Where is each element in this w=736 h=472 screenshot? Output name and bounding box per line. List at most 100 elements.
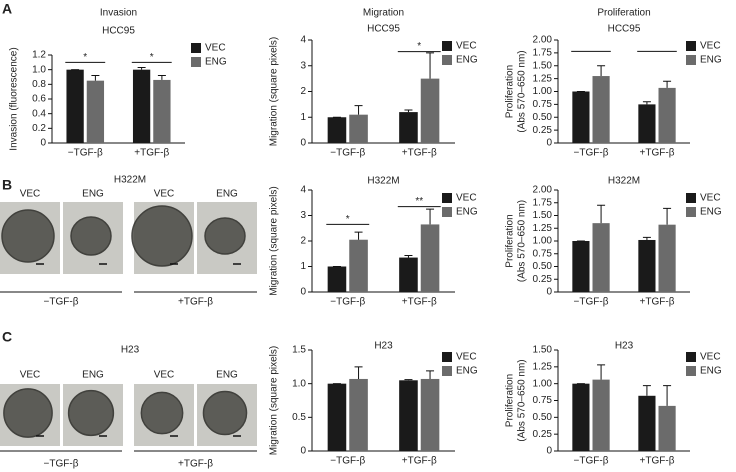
y-tick-label: 0.4 xyxy=(32,108,46,119)
legend-label: ENG xyxy=(456,55,478,66)
chart-title: Invasion xyxy=(100,8,137,19)
x-tick-label: +TGF-β xyxy=(402,148,437,159)
legend-swatch xyxy=(191,57,201,67)
y-tick-label: 1 xyxy=(300,112,306,123)
y-axis-label: Proliferation xyxy=(505,214,516,267)
image-label: VEC xyxy=(154,370,175,381)
legend-label: VEC xyxy=(456,193,477,204)
y-tick-label: 4 xyxy=(300,35,306,46)
y-tick-label: 0.50 xyxy=(533,412,553,423)
legend-label: VEC xyxy=(700,193,721,204)
y-tick-label: 1.75 xyxy=(533,197,553,208)
legend-label: ENG xyxy=(205,57,227,68)
y-tick-label: 1.75 xyxy=(533,48,553,59)
legend-label: VEC xyxy=(456,352,477,363)
spheroid xyxy=(70,216,112,256)
image-label: VEC xyxy=(20,189,41,200)
error-bar xyxy=(404,109,413,113)
bar xyxy=(638,239,656,292)
y-axis-label: (Abs 570–650 nm) xyxy=(517,359,528,441)
bar xyxy=(572,91,590,143)
y-tick-label: 0.2 xyxy=(32,123,46,134)
image-panel-title: H23 xyxy=(121,345,140,356)
bar xyxy=(349,239,368,292)
y-tick-label: 0.6 xyxy=(32,94,46,105)
y-tick-label: 0.25 xyxy=(533,274,553,285)
y-tick-label: 1.50 xyxy=(533,210,553,221)
bar xyxy=(399,380,418,451)
chart-title: H322M xyxy=(608,176,640,187)
bar xyxy=(572,241,590,292)
y-tick-label: 0 xyxy=(300,138,306,149)
y-tick-label: 0.75 xyxy=(533,248,553,259)
legend-label: VEC xyxy=(700,352,721,363)
significance-label: * xyxy=(83,52,87,63)
group-label: −TGF-β xyxy=(44,459,79,470)
spheroid xyxy=(131,205,193,267)
bar xyxy=(658,224,676,292)
legend-swatch xyxy=(686,55,696,65)
y-axis-label: Invasion (fluorescence) xyxy=(9,47,20,150)
error-bar xyxy=(597,364,606,380)
y-tick-label: 1.25 xyxy=(533,361,553,372)
significance-label: * xyxy=(417,41,421,52)
error-bar xyxy=(597,65,606,77)
legend-swatch xyxy=(442,207,452,217)
spheroid xyxy=(67,389,115,437)
legend-label: VEC xyxy=(205,43,226,54)
error-bar xyxy=(663,207,672,225)
chart-title: H23 xyxy=(374,341,393,352)
x-tick-label: −TGF-β xyxy=(330,148,365,159)
bar xyxy=(592,223,610,292)
legend-swatch xyxy=(442,55,452,65)
legend-label: ENG xyxy=(700,207,722,218)
error-bar xyxy=(426,208,435,225)
spheroid xyxy=(3,388,53,438)
y-tick-label: 0.25 xyxy=(533,429,553,440)
spheroid xyxy=(140,391,184,435)
y-tick-label: 1.00 xyxy=(533,236,553,247)
y-axis-label: (Abs 570–650 nm) xyxy=(517,50,528,132)
panel-label: A xyxy=(2,1,12,17)
x-tick-label: +TGF-β xyxy=(640,456,675,467)
image-label: ENG xyxy=(216,370,238,381)
legend-label: ENG xyxy=(700,55,722,66)
y-tick-label: 1.00 xyxy=(533,86,553,97)
error-bar xyxy=(354,231,363,240)
group-label: +TGF-β xyxy=(178,297,213,308)
error-bar xyxy=(157,75,166,80)
legend-label: ENG xyxy=(456,366,478,377)
y-tick-label: 0 xyxy=(546,446,552,457)
x-tick-label: +TGF-β xyxy=(402,297,437,308)
legend-swatch xyxy=(191,43,201,53)
spheroid xyxy=(204,217,246,255)
error-bar xyxy=(597,204,606,224)
error-bar xyxy=(663,385,672,406)
legend-swatch xyxy=(442,366,452,376)
legend-swatch xyxy=(686,352,696,362)
y-tick-label: 1.50 xyxy=(533,345,553,356)
legend-swatch xyxy=(686,193,696,203)
error-bar xyxy=(354,105,363,115)
bar xyxy=(420,78,440,143)
chart-subtitle: HCC95 xyxy=(367,24,400,35)
bar xyxy=(327,117,347,143)
y-tick-label: 3 xyxy=(300,210,306,221)
bar xyxy=(132,69,151,143)
legend-label: VEC xyxy=(456,41,477,52)
y-tick-label: 2 xyxy=(300,86,306,97)
y-tick-label: 1.25 xyxy=(533,223,553,234)
y-axis-label: Migration (square pixels) xyxy=(269,346,280,456)
y-tick-label: 1.00 xyxy=(533,378,553,389)
bar xyxy=(420,224,440,292)
group-label: +TGF-β xyxy=(178,459,213,470)
chart-title: Migration xyxy=(363,8,404,19)
y-tick-label: 1.2 xyxy=(32,50,46,61)
bar xyxy=(86,80,105,143)
y-tick-label: 0.50 xyxy=(533,112,553,123)
x-tick-label: −TGF-β xyxy=(330,456,365,467)
x-tick-label: −TGF-β xyxy=(574,148,609,159)
y-tick-label: 4 xyxy=(300,185,306,196)
bar xyxy=(349,114,368,143)
